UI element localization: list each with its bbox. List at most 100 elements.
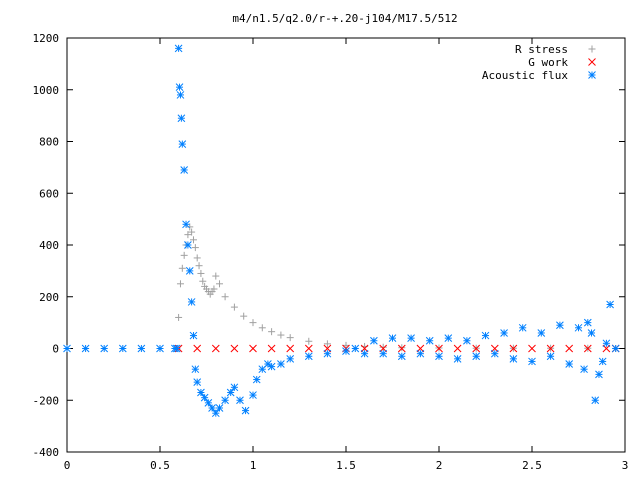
data-point [528,344,536,353]
y-tick-label: 800 [39,136,59,149]
data-point [267,362,276,371]
data-point [252,375,261,384]
legend-marker [588,45,596,53]
data-point [184,231,192,239]
x-tick-label: 0 [64,459,71,472]
data-point [180,251,188,259]
data-point [215,404,224,412]
data-point [286,354,295,363]
data-point [137,344,146,353]
x-tick-label: 2 [436,459,443,472]
y-tick-label: 600 [39,187,59,200]
data-point [351,344,360,353]
data-point [277,360,285,368]
data-point [342,347,350,355]
data-point [416,349,425,358]
data-point [425,336,434,345]
data-point [580,365,588,374]
data-point [583,318,592,327]
y-tick-label: 200 [39,291,59,304]
data-point [587,329,596,337]
data-point [178,264,186,272]
data-point [583,344,592,353]
data-point [177,114,186,123]
data-point [189,236,197,244]
data-point [188,228,196,236]
data-point [208,404,216,412]
data-point [286,344,295,353]
data-point [435,352,443,361]
y-tick-label: -400 [33,446,60,459]
data-point [304,344,313,353]
data-point [197,269,205,277]
data-point [191,365,200,374]
data-point [195,262,203,270]
data-point [379,349,388,358]
data-point [118,344,127,353]
data-point [63,344,71,353]
data-point [379,343,387,351]
legend-label: R stress [515,43,568,56]
data-point [226,388,235,397]
data-point [186,223,194,231]
data-point [565,344,574,353]
data-point [537,329,546,337]
x-tick-label: 2.5 [522,459,542,472]
data-point [397,352,406,361]
y-tick-label: 400 [39,239,59,252]
data-point [156,344,164,353]
data-point [268,328,276,336]
data-point [216,280,224,288]
data-point [176,91,185,99]
x-tick-label: 1.5 [336,459,356,472]
data-point [189,331,198,340]
data-point [249,319,257,327]
data-point [509,354,518,363]
data-point [230,303,238,311]
data-point [230,383,239,392]
data-point [204,398,213,407]
data-point [193,378,202,386]
data-point [172,344,181,353]
data-point [398,344,406,352]
data-point [397,344,406,353]
data-point [81,344,90,353]
x-tick-label: 0.5 [150,459,170,472]
data-point [258,324,266,332]
data-point [100,344,109,353]
data-point [286,334,294,342]
data-point [323,349,332,358]
data-point [211,409,220,418]
data-point [197,388,205,397]
data-point [191,244,199,252]
data-point [212,272,220,280]
data-point [176,280,184,288]
axes-layer: 0 0.5 1 1.5 2 2.5 3 1200 1000 800 600 400 200 0 -200 -4… [33,32,629,472]
data-point [370,336,378,345]
data-point [178,140,187,148]
series-layer [63,44,620,418]
y-tick-label: 1200 [33,32,60,45]
data-point [241,406,250,415]
legend-label: G work [528,56,568,69]
data-point [490,349,499,358]
series-acoustic-flux [63,44,620,418]
data-point [184,241,192,249]
data-point [453,344,462,353]
data-point [546,344,555,353]
data-point [435,344,443,353]
data-point [199,277,207,285]
data-point [472,352,481,361]
y-tick-label: -200 [33,394,60,407]
data-point [463,336,471,345]
data-point [221,396,229,405]
data-point [304,352,313,361]
legend-marker [588,71,596,79]
data-point [200,393,209,402]
data-point [602,339,611,348]
data-point [193,254,201,262]
series-r-stress [175,223,620,352]
data-point [175,313,183,321]
